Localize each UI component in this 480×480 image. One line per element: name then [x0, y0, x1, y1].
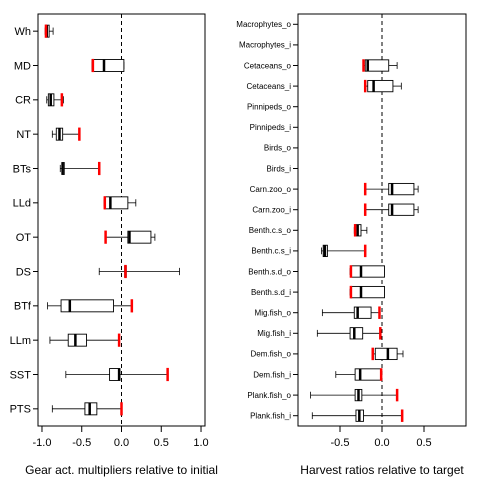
boxplot-pts [51, 402, 123, 416]
category-label: Pinnipeds_i [250, 123, 292, 132]
iqr-box [127, 230, 152, 244]
iqr-box [104, 196, 129, 210]
category-label: DS [16, 266, 31, 278]
category-label: Carn.zoo_o [250, 185, 292, 194]
category-label: Benth.s.d_i [251, 288, 291, 297]
category-label: Plank.fish_o [247, 391, 291, 400]
category-label: PTS [10, 404, 31, 416]
iqr-box [353, 306, 372, 319]
boxplot-btf [47, 299, 134, 313]
boxplot-md [91, 58, 125, 73]
iqr-box [91, 59, 125, 72]
iqr-box [67, 333, 87, 347]
category-label: CR [15, 95, 31, 107]
category-label: BTs [13, 163, 32, 175]
boxplot-benth-s-d-i [349, 285, 385, 299]
category-label: Cetaceans_i [247, 82, 292, 91]
iqr-box [367, 79, 394, 93]
iqr-box [350, 285, 385, 299]
boxplot-mig-fish-i [316, 327, 382, 340]
category-label: Wh [15, 26, 32, 38]
category-label: Carn.zoo_i [252, 206, 291, 215]
boxplot-llm [49, 333, 121, 347]
iqr-box [364, 59, 390, 72]
category-label: NT [16, 129, 31, 141]
category-label: OT [16, 232, 32, 244]
boxplot-mig-fish-o [321, 306, 381, 319]
boxplot-carn-zoo-i [363, 203, 419, 216]
x-axis-label: Harvest ratios relative to target [300, 463, 464, 477]
category-label: LLd [13, 198, 31, 210]
category-label: Cetaceans_o [244, 61, 292, 70]
x-tick-label: -0.5 [331, 437, 350, 449]
boxplot-cetaceans-o [362, 59, 398, 72]
boxplot-plank-fish-o [310, 388, 399, 402]
x-axis-label: Gear act. multipliers relative to initia… [25, 463, 218, 477]
category-label: Birds_i [267, 164, 292, 173]
x-tick-label: 0.0 [114, 437, 129, 449]
boxplot-wh [44, 24, 54, 38]
boxplot-benth-s-d-o [349, 265, 385, 278]
boxplot-cr [46, 93, 64, 107]
category-label: LLm [10, 335, 31, 347]
boxplot-lld [103, 196, 137, 210]
x-tick-label: -0.5 [72, 437, 91, 449]
category-label: SST [10, 369, 32, 381]
iqr-box [60, 299, 114, 313]
iqr-box [350, 265, 385, 278]
boxplot-bts [59, 161, 101, 176]
gear-activity-panel: Gear act. multipliers relative to initia… [10, 13, 218, 477]
boxplot-ot [104, 230, 156, 244]
category-label: BTf [14, 301, 32, 313]
boxplot-cetaceans-i [363, 79, 402, 93]
category-label: Plank.fish_i [250, 412, 291, 421]
category-label: MD [14, 60, 31, 72]
iqr-box [388, 203, 415, 216]
x-tick-label: 0.5 [416, 437, 431, 449]
iqr-box [388, 182, 415, 196]
boxplot-benth-c-s-i [321, 244, 367, 258]
category-label: Benth.c.s_i [251, 247, 291, 256]
category-label: Macrophytes_i [239, 41, 291, 50]
category-label: Birds_o [264, 144, 292, 153]
x-tick-label: 0.5 [154, 437, 169, 449]
x-tick-label: -1.0 [32, 437, 51, 449]
boxplot-sst [65, 367, 169, 382]
harvest-ratio-panel: Harvest ratios relative to target -0.5 0.… [236, 13, 467, 477]
x-tick-label: 1.0 [193, 437, 208, 449]
boxplot-dem-fish-o [371, 347, 404, 361]
iqr-box [374, 347, 398, 361]
boxplot-dem-fish-i [335, 368, 383, 381]
category-label: Benth.c.s_o [249, 226, 292, 235]
category-label: Mig.fish_o [255, 309, 292, 318]
category-label: Dem.fish_i [253, 370, 291, 379]
iqr-box [349, 327, 364, 340]
boxplot-benth-c-s-o [353, 224, 368, 237]
boxplot-carn-zoo-o [363, 182, 419, 196]
category-label: Mig.fish_i [257, 329, 291, 338]
category-label: Macrophytes_o [236, 20, 291, 29]
category-label: Benth.s.d_o [248, 267, 291, 276]
boxplot-plank-fish-i [311, 409, 404, 422]
boxplot-nt [51, 127, 81, 141]
x-tick-label: 0.0 [374, 437, 389, 449]
boxplot-ds [98, 264, 180, 279]
category-label: Pinnipeds_o [247, 103, 292, 112]
category-label: Dem.fish_o [251, 350, 292, 359]
